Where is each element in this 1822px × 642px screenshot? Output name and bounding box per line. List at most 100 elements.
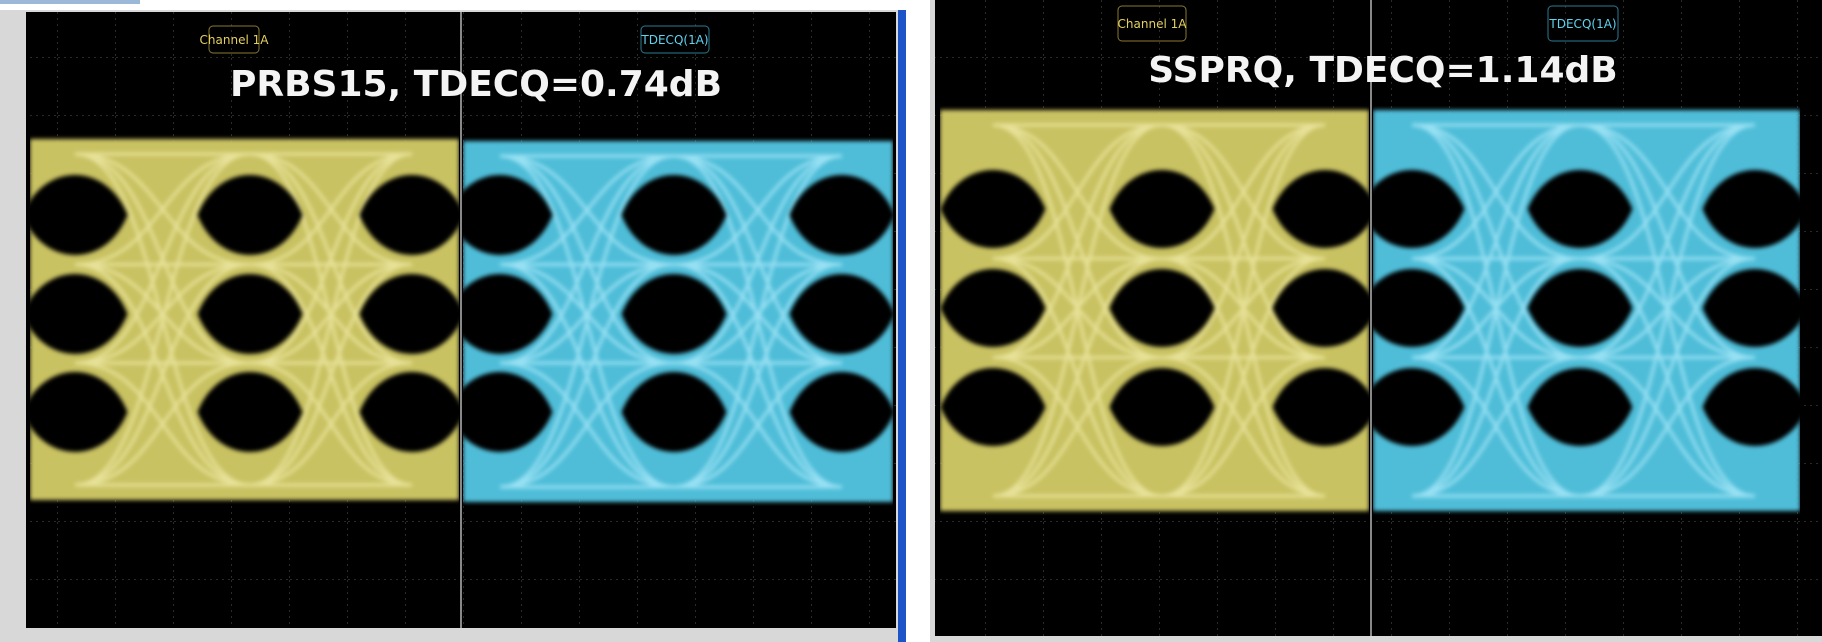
eye-opening [1373,368,1465,446]
trace [1579,257,1756,498]
trace [499,361,675,489]
trace [74,361,251,487]
eye-opening [30,175,128,255]
trace [1411,356,1581,498]
traces [1411,123,1756,498]
trace [673,361,843,489]
trace [1579,123,1756,498]
eye-opening [30,372,128,452]
trace [249,263,413,487]
trace [1579,356,1756,498]
trace [249,152,413,487]
trace [1161,356,1326,498]
trace [249,152,413,266]
eye-opening [30,274,128,354]
label-box [1547,5,1619,42]
trace [673,154,843,365]
eye-opening [1702,269,1800,347]
eye-opening [940,368,1046,446]
panel-title: SSPRQ, TDECQ=1.14dB [1148,50,1617,91]
trace [249,361,413,487]
trace [1411,257,1581,498]
eye-openings [1373,170,1800,446]
trace [1411,123,1581,260]
eye-opening [359,372,459,452]
label-box [208,25,260,54]
trace [499,154,675,266]
eye-opening [940,269,1046,347]
eye-opening [621,175,727,255]
trace [1161,123,1326,498]
traces [74,152,413,487]
trace [992,257,1163,498]
top-strip [0,0,140,4]
trace [249,152,413,365]
trace [499,263,675,489]
eye-opening [621,372,727,452]
trace [673,154,843,266]
trace [499,263,675,365]
eye-opening [197,274,303,354]
eye-opening [197,175,303,255]
trace [1161,123,1326,359]
trace [74,263,251,487]
eye-opening [1527,170,1633,248]
trace [499,154,675,365]
eye-opening [197,372,303,452]
scroll-bar [898,10,906,642]
eye-half [940,110,1369,511]
trace [74,152,251,266]
trace [1161,257,1326,498]
trace [992,123,1163,498]
eye-opening [789,274,893,354]
trace [1411,123,1581,498]
eye-opening [1373,269,1465,347]
labels: Channel 1A TDECQ(1A) PRBS15, TDECQ=0.74d… [200,5,1619,105]
channel-label: Channel 1A [1118,17,1188,31]
trace [673,263,843,489]
eye-openings [463,175,893,452]
eye-half [1373,110,1800,511]
tdecq-label: TDECQ(1A) [640,33,708,47]
eye-openings [30,175,459,452]
eye-opening [1702,368,1800,446]
trace [992,123,1163,359]
tdecq-label: TDECQ(1A) [1548,17,1616,31]
eye-opening [463,372,553,452]
trace [74,152,251,487]
traces [992,123,1326,498]
label-box [1117,5,1187,42]
eye-opening [789,175,893,255]
label-box [640,25,710,54]
trace [1161,123,1326,260]
eye-opening [1272,170,1369,248]
eye-opening [1702,170,1800,248]
trace [673,154,843,489]
eye-opening [1272,269,1369,347]
trace [673,263,843,365]
eye-opening [789,372,893,452]
eye-half [30,139,459,500]
eye-openings [940,170,1369,446]
eye-opening [1109,170,1215,248]
eye-opening [1373,170,1465,248]
eye-opening [463,175,553,255]
traces [499,154,843,489]
eye-opening [1272,368,1369,446]
eye-opening [1527,269,1633,347]
eye-opening [463,274,553,354]
eye-opening [1109,269,1215,347]
eye-opening [621,274,727,354]
eye-opening [359,274,459,354]
eye-opening [1527,368,1633,446]
eye-opening [359,175,459,255]
trace [992,123,1163,260]
panel-title: PRBS15, TDECQ=0.74dB [230,64,722,105]
eye-opening [1109,368,1215,446]
trace [499,154,675,489]
trace [1579,123,1756,359]
trace [74,152,251,365]
trace [1411,123,1581,359]
channel-label: Channel 1A [200,33,270,47]
